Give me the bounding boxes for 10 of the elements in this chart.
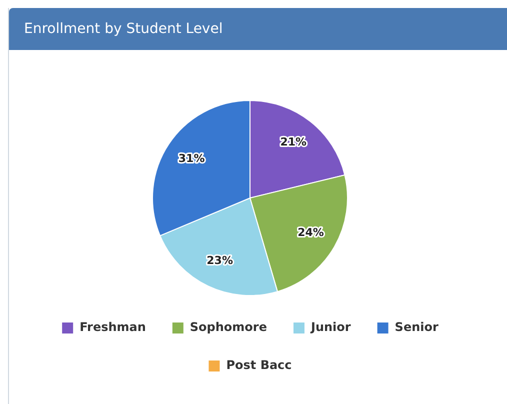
data-label: 24% xyxy=(298,226,324,239)
data-label: 23% xyxy=(206,254,233,268)
legend-label: Post Bacc xyxy=(226,358,292,372)
chart-title: Enrollment by Student Level xyxy=(9,8,507,50)
legend-label: Senior xyxy=(394,320,438,334)
legend-label: Sophomore xyxy=(190,320,267,334)
data-label: 31% xyxy=(178,152,205,165)
data-label: 21% xyxy=(280,136,307,149)
legend-label: Junior xyxy=(310,320,351,334)
legend-label: Freshman xyxy=(80,320,146,334)
